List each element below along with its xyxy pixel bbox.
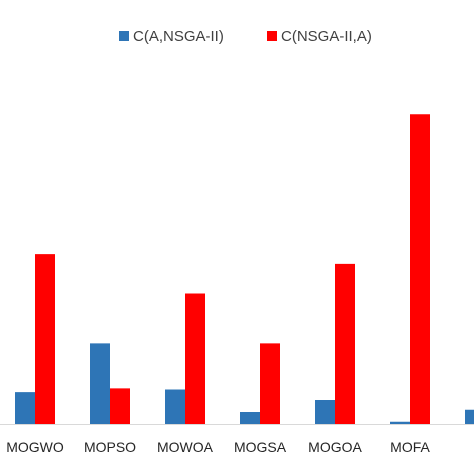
legend-swatch-series-1 xyxy=(119,31,129,41)
bar-mogsa-series-1 xyxy=(240,412,260,424)
bar-mopso-series-2 xyxy=(110,388,130,424)
bar-mowoa-series-2 xyxy=(185,293,205,424)
x-tick-label-mogoa: MOGOA xyxy=(308,439,362,455)
bar-mofa-series-1 xyxy=(390,421,410,424)
x-tick-label-mogwo: MOGWO xyxy=(6,439,64,455)
legend-swatch-series-2 xyxy=(267,31,277,41)
bars xyxy=(15,114,474,424)
legend: C(A,NSGA-II) C(NSGA-II,A) xyxy=(119,28,372,45)
legend-label-series-1: C(A,NSGA-II) xyxy=(133,28,224,45)
bar-mo-series-1 xyxy=(465,409,474,424)
bar-mopso-series-1 xyxy=(90,343,110,424)
x-tick-label-mowoa: MOWOA xyxy=(157,439,214,455)
bar-mogoa-series-2 xyxy=(335,263,355,424)
legend-label-series-2: C(NSGA-II,A) xyxy=(281,28,372,45)
x-tick-label-mogsa: MOGSA xyxy=(234,439,287,455)
bar-mogwo-series-1 xyxy=(15,392,35,424)
x-tick-label-mopso: MOPSO xyxy=(84,439,136,455)
bar-mowoa-series-1 xyxy=(165,389,185,424)
bar-mofa-series-2 xyxy=(410,114,430,424)
x-tick-labels: MOGWOMOPSOMOWOAMOGSAMOGOAMOFAMO xyxy=(6,439,474,455)
bar-mogwo-series-2 xyxy=(35,254,55,424)
bar-mogsa-series-2 xyxy=(260,343,280,424)
bar-mogoa-series-1 xyxy=(315,400,335,424)
x-tick-label-mofa: MOFA xyxy=(390,439,430,455)
